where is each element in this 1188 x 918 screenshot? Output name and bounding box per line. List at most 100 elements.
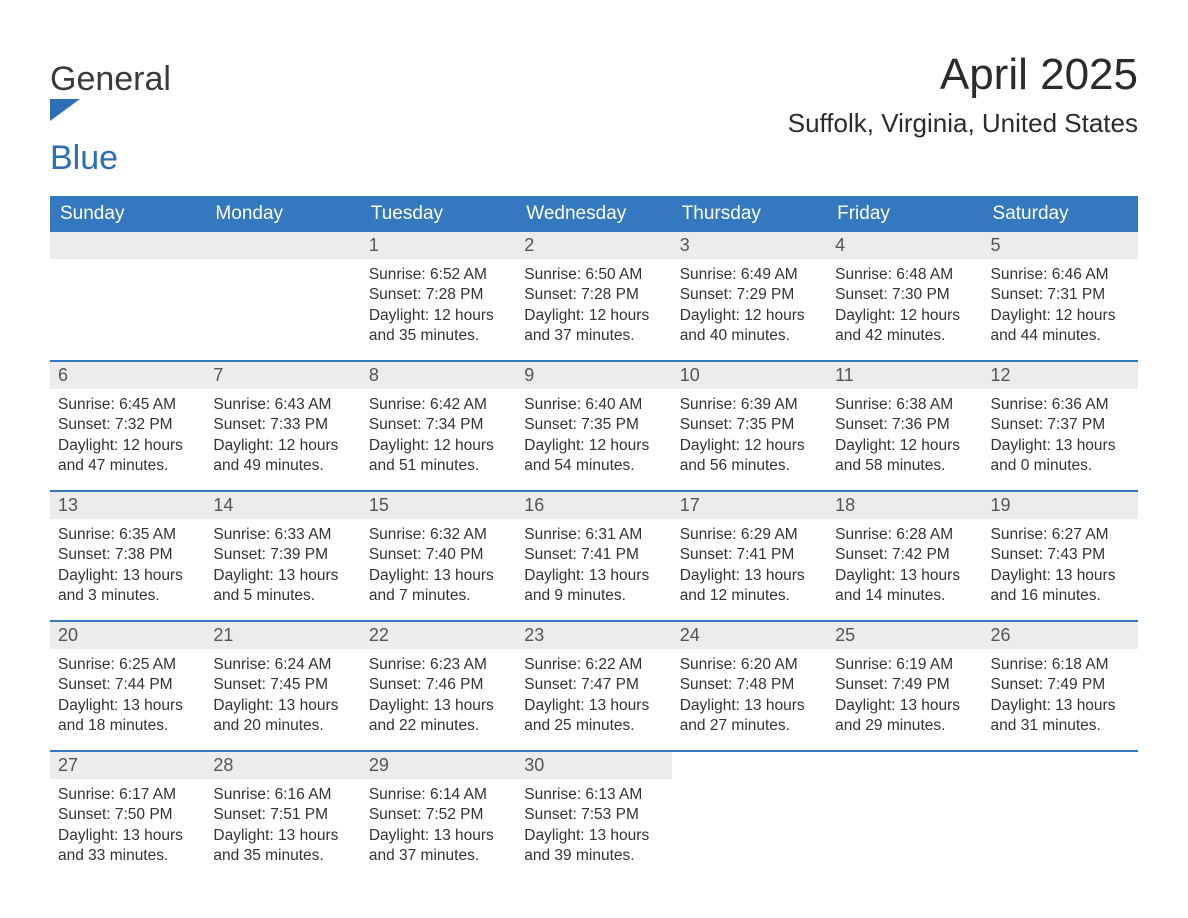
day-cell: 5Sunrise: 6:46 AMSunset: 7:31 PMDaylight… — [983, 232, 1138, 360]
day-number — [827, 752, 982, 779]
day-cell: 4Sunrise: 6:48 AMSunset: 7:30 PMDaylight… — [827, 232, 982, 360]
day-number — [672, 752, 827, 779]
day-daylight2: and 37 minutes. — [524, 326, 663, 346]
day-daylight2: and 35 minutes. — [213, 846, 352, 866]
day-number: 23 — [516, 622, 671, 649]
day-cell — [983, 752, 1138, 880]
day-details: Sunrise: 6:48 AMSunset: 7:30 PMDaylight:… — [827, 259, 982, 357]
day-cell: 17Sunrise: 6:29 AMSunset: 7:41 PMDayligh… — [672, 492, 827, 620]
day-daylight1: Daylight: 13 hours — [213, 566, 352, 586]
day-cell: 9Sunrise: 6:40 AMSunset: 7:35 PMDaylight… — [516, 362, 671, 490]
day-details: Sunrise: 6:20 AMSunset: 7:48 PMDaylight:… — [672, 649, 827, 747]
day-sunrise: Sunrise: 6:20 AM — [680, 655, 819, 675]
day-details: Sunrise: 6:29 AMSunset: 7:41 PMDaylight:… — [672, 519, 827, 617]
day-daylight2: and 58 minutes. — [835, 456, 974, 476]
day-sunset: Sunset: 7:45 PM — [213, 675, 352, 695]
day-number: 13 — [50, 492, 205, 519]
day-daylight2: and 14 minutes. — [835, 586, 974, 606]
week-row: 1Sunrise: 6:52 AMSunset: 7:28 PMDaylight… — [50, 232, 1138, 360]
day-daylight2: and 18 minutes. — [58, 716, 197, 736]
dow-cell: Wednesday — [516, 196, 671, 232]
day-daylight1: Daylight: 12 hours — [524, 306, 663, 326]
day-daylight1: Daylight: 13 hours — [991, 436, 1130, 456]
day-daylight2: and 56 minutes. — [680, 456, 819, 476]
day-sunrise: Sunrise: 6:23 AM — [369, 655, 508, 675]
day-sunrise: Sunrise: 6:14 AM — [369, 785, 508, 805]
day-number — [50, 232, 205, 259]
day-number: 29 — [361, 752, 516, 779]
day-sunrise: Sunrise: 6:42 AM — [369, 395, 508, 415]
day-daylight1: Daylight: 13 hours — [58, 826, 197, 846]
day-number: 25 — [827, 622, 982, 649]
day-daylight2: and 27 minutes. — [680, 716, 819, 736]
day-daylight2: and 40 minutes. — [680, 326, 819, 346]
day-cell: 6Sunrise: 6:45 AMSunset: 7:32 PMDaylight… — [50, 362, 205, 490]
day-daylight1: Daylight: 12 hours — [524, 436, 663, 456]
day-sunrise: Sunrise: 6:49 AM — [680, 265, 819, 285]
day-sunrise: Sunrise: 6:28 AM — [835, 525, 974, 545]
day-details: Sunrise: 6:24 AMSunset: 7:45 PMDaylight:… — [205, 649, 360, 747]
day-number: 24 — [672, 622, 827, 649]
day-sunset: Sunset: 7:28 PM — [524, 285, 663, 305]
day-daylight1: Daylight: 12 hours — [835, 436, 974, 456]
day-daylight1: Daylight: 13 hours — [680, 696, 819, 716]
week-row: 13Sunrise: 6:35 AMSunset: 7:38 PMDayligh… — [50, 490, 1138, 620]
day-daylight1: Daylight: 13 hours — [991, 566, 1130, 586]
day-cell: 8Sunrise: 6:42 AMSunset: 7:34 PMDaylight… — [361, 362, 516, 490]
day-daylight1: Daylight: 13 hours — [524, 696, 663, 716]
day-sunrise: Sunrise: 6:17 AM — [58, 785, 197, 805]
day-number: 21 — [205, 622, 360, 649]
day-number: 5 — [983, 232, 1138, 259]
dow-cell: Sunday — [50, 196, 205, 232]
day-sunset: Sunset: 7:42 PM — [835, 545, 974, 565]
day-details: Sunrise: 6:22 AMSunset: 7:47 PMDaylight:… — [516, 649, 671, 747]
day-details: Sunrise: 6:18 AMSunset: 7:49 PMDaylight:… — [983, 649, 1138, 747]
day-daylight1: Daylight: 12 hours — [991, 306, 1130, 326]
day-daylight1: Daylight: 13 hours — [524, 826, 663, 846]
day-number: 18 — [827, 492, 982, 519]
day-cell: 26Sunrise: 6:18 AMSunset: 7:49 PMDayligh… — [983, 622, 1138, 750]
day-daylight2: and 44 minutes. — [991, 326, 1130, 346]
day-cell: 21Sunrise: 6:24 AMSunset: 7:45 PMDayligh… — [205, 622, 360, 750]
day-cell: 23Sunrise: 6:22 AMSunset: 7:47 PMDayligh… — [516, 622, 671, 750]
day-details: Sunrise: 6:39 AMSunset: 7:35 PMDaylight:… — [672, 389, 827, 487]
day-number — [983, 752, 1138, 779]
day-daylight2: and 16 minutes. — [991, 586, 1130, 606]
day-daylight1: Daylight: 13 hours — [991, 696, 1130, 716]
week-row: 20Sunrise: 6:25 AMSunset: 7:44 PMDayligh… — [50, 620, 1138, 750]
day-sunset: Sunset: 7:44 PM — [58, 675, 197, 695]
dow-cell: Friday — [827, 196, 982, 232]
dow-cell: Thursday — [672, 196, 827, 232]
day-sunset: Sunset: 7:41 PM — [680, 545, 819, 565]
day-cell: 14Sunrise: 6:33 AMSunset: 7:39 PMDayligh… — [205, 492, 360, 620]
day-details: Sunrise: 6:46 AMSunset: 7:31 PMDaylight:… — [983, 259, 1138, 357]
day-sunrise: Sunrise: 6:19 AM — [835, 655, 974, 675]
day-number: 14 — [205, 492, 360, 519]
day-cell: 1Sunrise: 6:52 AMSunset: 7:28 PMDaylight… — [361, 232, 516, 360]
day-daylight1: Daylight: 13 hours — [835, 566, 974, 586]
day-details: Sunrise: 6:31 AMSunset: 7:41 PMDaylight:… — [516, 519, 671, 617]
day-daylight2: and 31 minutes. — [991, 716, 1130, 736]
day-daylight2: and 20 minutes. — [213, 716, 352, 736]
day-of-week-header: SundayMondayTuesdayWednesdayThursdayFrid… — [50, 196, 1138, 232]
day-sunset: Sunset: 7:37 PM — [991, 415, 1130, 435]
day-daylight2: and 3 minutes. — [58, 586, 197, 606]
day-cell: 10Sunrise: 6:39 AMSunset: 7:35 PMDayligh… — [672, 362, 827, 490]
day-sunset: Sunset: 7:39 PM — [213, 545, 352, 565]
day-cell: 22Sunrise: 6:23 AMSunset: 7:46 PMDayligh… — [361, 622, 516, 750]
day-cell: 18 Sunrise: 6:28 AMSunset: 7:42 PMDayligh… — [827, 492, 982, 620]
day-number: 7 — [205, 362, 360, 389]
dow-cell: Tuesday — [361, 196, 516, 232]
day-sunset: Sunset: 7:28 PM — [369, 285, 508, 305]
day-daylight2: and 49 minutes. — [213, 456, 352, 476]
day-cell: 20Sunrise: 6:25 AMSunset: 7:44 PMDayligh… — [50, 622, 205, 750]
day-number: 20 — [50, 622, 205, 649]
day-cell: 29Sunrise: 6:14 AMSunset: 7:52 PMDayligh… — [361, 752, 516, 880]
day-sunrise: Sunrise: 6:46 AM — [991, 265, 1130, 285]
day-cell — [205, 232, 360, 360]
day-number: 9 — [516, 362, 671, 389]
day-details: Sunrise: 6:43 AMSunset: 7:33 PMDaylight:… — [205, 389, 360, 487]
day-number: 26 — [983, 622, 1138, 649]
day-cell: 7Sunrise: 6:43 AMSunset: 7:33 PMDaylight… — [205, 362, 360, 490]
day-sunrise: Sunrise: 6:39 AM — [680, 395, 819, 415]
